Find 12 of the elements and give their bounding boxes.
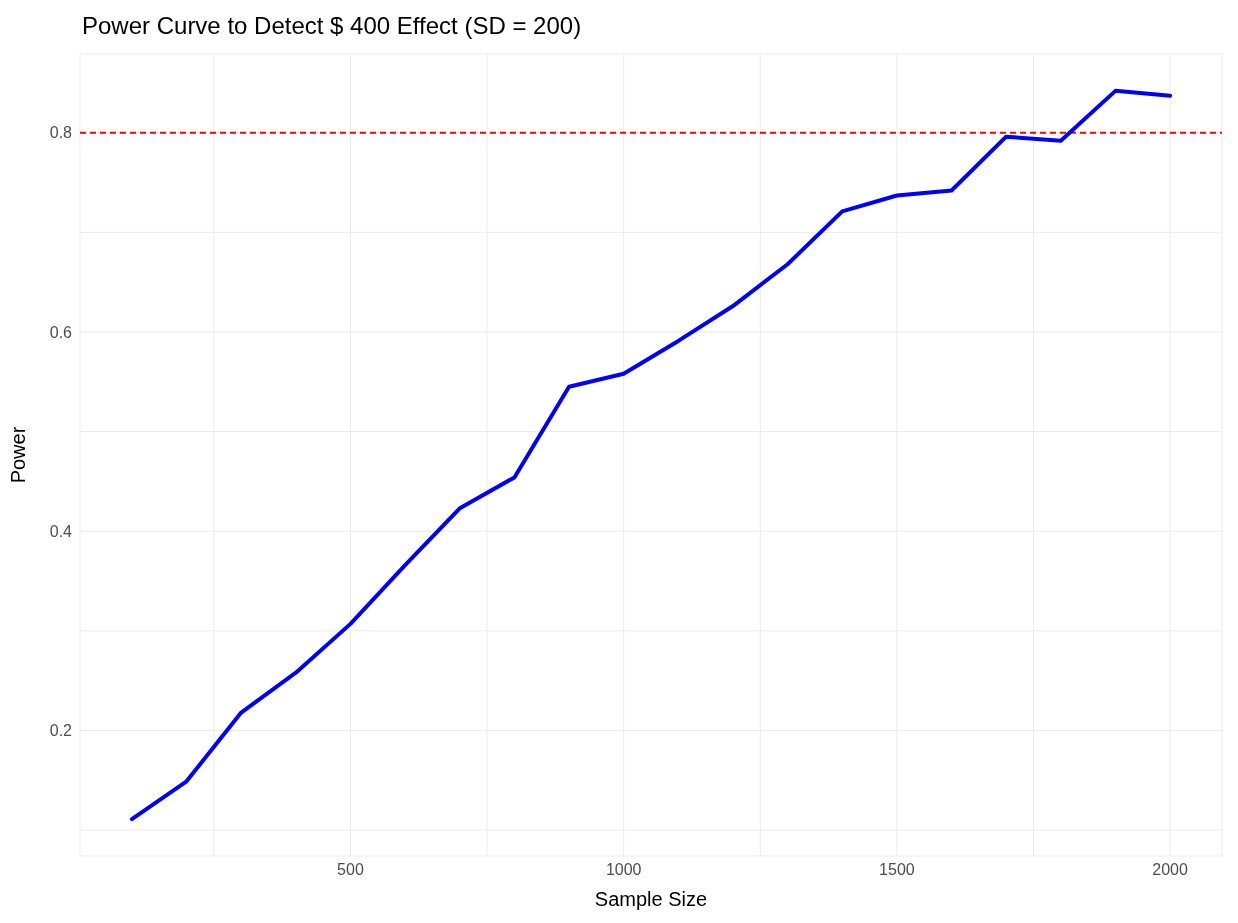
- x-tick-label: 500: [337, 861, 364, 879]
- y-tick-label: 0.2: [49, 722, 73, 740]
- y-tick-label: 0.6: [49, 323, 73, 341]
- y-tick-label: 0.4: [49, 522, 73, 540]
- x-axis-title: Sample Size: [594, 888, 708, 910]
- y-tick-label: 0.8: [49, 124, 73, 142]
- chart-title: Power Curve to Detect $ 400 Effect (SD = 200): [81, 11, 583, 41]
- x-tick-label: 1000: [605, 861, 642, 879]
- line-series: [129, 88, 1173, 822]
- x-tick-label: 1500: [879, 861, 915, 879]
- x-tick-label: 2000: [1152, 861, 1188, 879]
- y-axis-title: Power: [7, 426, 30, 484]
